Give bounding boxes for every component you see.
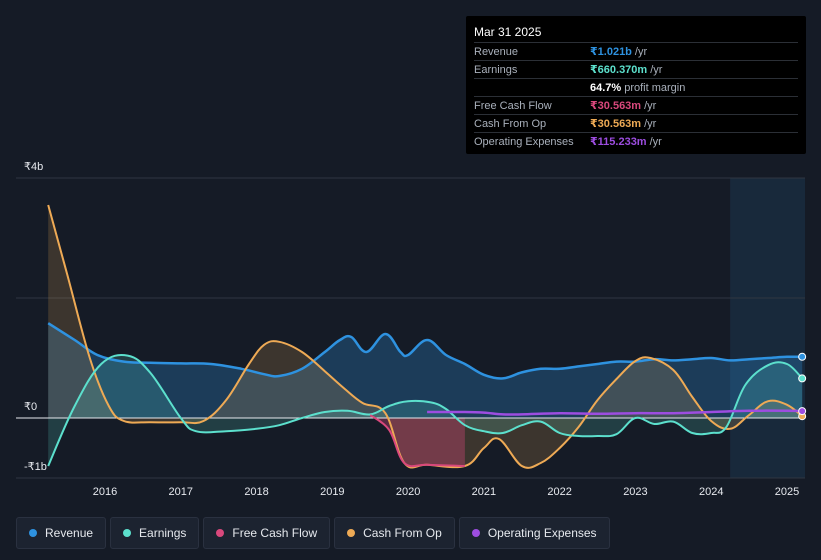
legend-item-free-cash-flow[interactable]: Free Cash Flow xyxy=(203,517,331,549)
x-tick-label: 2021 xyxy=(472,486,496,498)
area-revenue xyxy=(48,323,803,418)
legend-item-cash-from-op[interactable]: Cash From Op xyxy=(334,517,455,549)
chart-area: ₹4b₹0-₹1b 2016 2017 2018 2019 2020 2021 2022 20… xyxy=(16,161,807,498)
tooltip-row-value: ₹30.563m xyxy=(590,118,642,130)
tooltip-row-unit: /yr xyxy=(649,135,662,148)
end-marker-operating-expenses xyxy=(798,407,807,416)
legend-label: Earnings xyxy=(139,526,187,540)
legend-dot-icon xyxy=(471,529,480,537)
tooltip-row: 64.7% profit margin xyxy=(474,78,798,96)
x-tick-label: 2019 xyxy=(320,486,344,498)
tooltip-row-unit: profit margin xyxy=(624,81,686,94)
legend-dot-icon xyxy=(29,529,37,537)
y-tick-label: ₹4b xyxy=(24,161,43,173)
tooltip-row: Earnings ₹660.370m/yr xyxy=(474,60,798,78)
x-tick-label: 2023 xyxy=(623,486,647,498)
tooltip-row-value: ₹30.563m xyxy=(590,100,642,112)
legend-item-operating-expenses[interactable]: Operating Expenses xyxy=(458,517,610,549)
chart-legend: Revenue Earnings Free Cash Flow Cash From O… xyxy=(16,517,610,549)
forecast-highlight xyxy=(730,178,805,478)
y-tick-label: ₹0 xyxy=(24,401,37,413)
area-cash-from-op xyxy=(48,205,803,468)
y-tick-label: -₹1b xyxy=(24,461,47,473)
tooltip-row-unit: /yr xyxy=(650,63,663,76)
x-tick-label: 2025 xyxy=(775,486,799,498)
tooltip-row-unit: /yr xyxy=(644,117,657,130)
legend-label: Cash From Op xyxy=(363,526,442,540)
area-free-cash-flow xyxy=(370,415,465,467)
x-axis-labels: 2016 2017 2018 2019 2020 2021 2022 2023 2024 2025 xyxy=(93,486,799,498)
area-earnings xyxy=(48,354,803,466)
legend-label: Operating Expenses xyxy=(487,526,597,540)
series-end-markers xyxy=(798,352,807,421)
tooltip-row: Free Cash Flow ₹30.563m/yr xyxy=(474,96,798,114)
legend-item-revenue[interactable]: Revenue xyxy=(16,517,107,549)
grid-lines xyxy=(16,177,805,479)
tooltip-row: Cash From Op ₹30.563m/yr xyxy=(474,114,798,132)
tooltip-row-label: Cash From Op xyxy=(474,117,547,130)
y-axis-labels: ₹4b ₹0 -₹1b xyxy=(24,161,47,473)
x-tick-label: 2020 xyxy=(396,486,420,498)
end-marker-revenue xyxy=(798,352,807,361)
x-tick-label: 2022 xyxy=(547,486,571,498)
tooltip-row-value: 64.7% xyxy=(590,81,622,94)
end-marker-earnings xyxy=(798,374,807,383)
legend-item-earnings[interactable]: Earnings xyxy=(110,517,200,549)
x-tick-label: 2016 xyxy=(93,486,117,498)
tooltip-date: Mar 31 2025 xyxy=(474,25,542,39)
x-tick-label: 2024 xyxy=(699,486,723,498)
tooltip-row: Revenue ₹1.021b/yr xyxy=(474,42,798,60)
tooltip-row-value: ₹660.370m xyxy=(590,64,648,76)
tooltip-row-value: ₹1.021b xyxy=(590,46,632,58)
legend-label: Revenue xyxy=(45,526,94,540)
line-revenue xyxy=(47,322,803,380)
legend-dot-icon xyxy=(216,529,225,537)
line-operating-expenses xyxy=(427,409,803,416)
x-tick-label: 2018 xyxy=(244,486,268,498)
tooltip-row-unit: /yr xyxy=(644,99,657,112)
x-tick-label: 2017 xyxy=(169,486,193,498)
line-free-cash-flow xyxy=(369,414,465,468)
legend-dot-icon xyxy=(347,529,356,537)
tooltip-row-label: Earnings xyxy=(474,63,518,76)
tooltip-row-label: Free Cash Flow xyxy=(474,99,552,112)
legend-label: Free Cash Flow xyxy=(232,526,318,540)
tooltip-row: Operating Expenses ₹115.233m/yr xyxy=(474,132,798,150)
tooltip-panel: Mar 31 2025 Revenue ₹1.021b/yr Earnings ₹66… xyxy=(466,16,806,154)
legend-dot-icon xyxy=(123,529,132,537)
tooltip-row-label: Revenue xyxy=(474,45,519,58)
series-lines xyxy=(47,204,803,469)
tooltip-row-label: Operating Expenses xyxy=(474,135,574,148)
line-earnings xyxy=(47,353,803,467)
tooltip-row-value: ₹115.233m xyxy=(590,136,647,148)
tooltip-row-unit: /yr xyxy=(634,45,648,58)
series-areas xyxy=(48,205,803,468)
